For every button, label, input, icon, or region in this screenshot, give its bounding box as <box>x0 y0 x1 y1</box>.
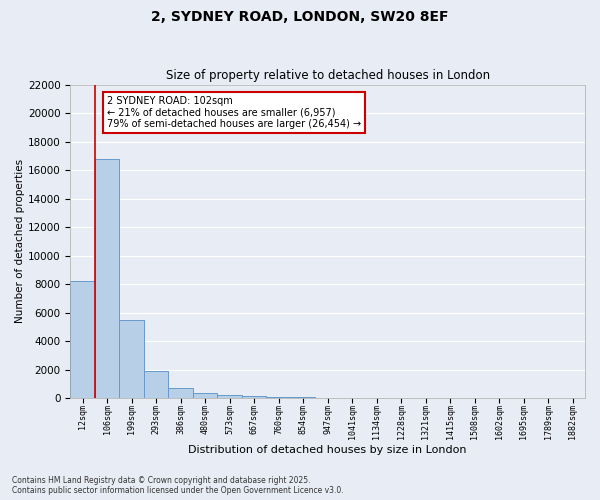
Title: Size of property relative to detached houses in London: Size of property relative to detached ho… <box>166 69 490 82</box>
Bar <box>217 396 242 398</box>
Bar <box>119 320 144 398</box>
Text: 2, SYDNEY ROAD, LONDON, SW20 8EF: 2, SYDNEY ROAD, LONDON, SW20 8EF <box>151 10 449 24</box>
Bar <box>193 393 217 398</box>
Text: Contains HM Land Registry data © Crown copyright and database right 2025.
Contai: Contains HM Land Registry data © Crown c… <box>12 476 344 495</box>
Bar <box>70 282 95 398</box>
X-axis label: Distribution of detached houses by size in London: Distribution of detached houses by size … <box>188 445 467 455</box>
Bar <box>291 397 316 398</box>
Bar <box>242 396 266 398</box>
Text: 2 SYDNEY ROAD: 102sqm
← 21% of detached houses are smaller (6,957)
79% of semi-d: 2 SYDNEY ROAD: 102sqm ← 21% of detached … <box>107 96 361 129</box>
Bar <box>266 397 291 398</box>
Bar <box>144 371 168 398</box>
Bar <box>168 388 193 398</box>
Bar <box>95 158 119 398</box>
Y-axis label: Number of detached properties: Number of detached properties <box>15 160 25 324</box>
